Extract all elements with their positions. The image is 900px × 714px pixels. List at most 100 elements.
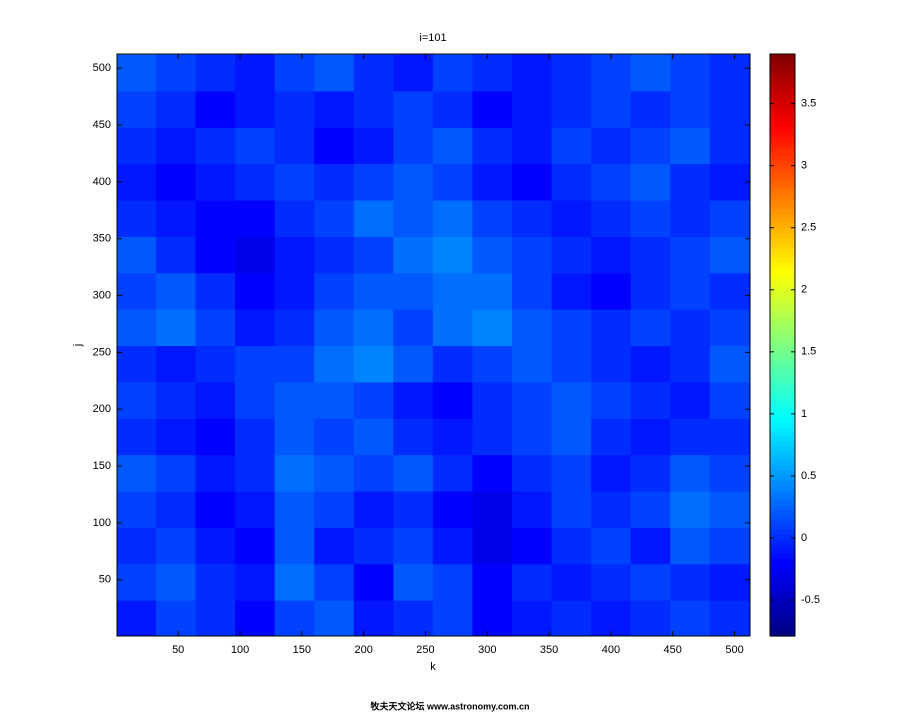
heatmap-cell <box>393 454 434 492</box>
heatmap-cell <box>353 491 394 528</box>
heatmap-cell <box>591 527 632 565</box>
heatmap-cell <box>472 563 513 601</box>
heatmap-cell <box>235 345 276 383</box>
colorbar-segment <box>770 345 795 351</box>
colorbar-segment <box>770 393 795 399</box>
colorbar-segment <box>770 606 795 613</box>
heatmap-cell <box>432 163 473 201</box>
heatmap-cell <box>630 236 671 274</box>
heatmap-cell <box>512 236 553 274</box>
heatmap-cell <box>630 163 671 201</box>
heatmap-cell <box>195 200 236 237</box>
colorbar-segment <box>770 383 795 390</box>
heatmap-cell <box>709 127 750 165</box>
heatmap-cell <box>155 309 197 347</box>
heatmap-cell <box>195 272 236 310</box>
heatmap-cell <box>472 272 513 310</box>
heatmap-cell <box>155 454 197 492</box>
colorbar-segment <box>770 485 795 492</box>
colorbar-segment <box>770 374 795 380</box>
heatmap-cell <box>117 454 157 492</box>
heatmap-cell <box>472 600 513 637</box>
heatmap-cell <box>551 491 592 528</box>
heatmap-cell <box>353 345 394 383</box>
heatmap-cell <box>512 309 553 347</box>
y-tick-label: 450 <box>93 119 111 131</box>
heatmap-cell <box>195 236 236 274</box>
heatmap-cell <box>314 563 355 601</box>
colorbar-segment <box>770 311 795 317</box>
heatmap-cell <box>117 200 157 237</box>
colorbar-tick-label: 1.5 <box>801 346 816 358</box>
heatmap-cell <box>274 163 315 201</box>
heatmap-cell <box>314 454 355 492</box>
colorbar-segment <box>770 563 795 569</box>
heatmap-cell <box>709 454 750 492</box>
y-tick-label: 300 <box>93 289 111 301</box>
colorbar-tick-label: 1 <box>801 408 807 420</box>
heatmap-cell <box>432 200 473 237</box>
colorbar-segment <box>770 131 795 138</box>
colorbar-segment <box>770 267 795 273</box>
heatmap-cell <box>393 381 434 419</box>
heatmap-cell <box>235 600 276 637</box>
heatmap-cell <box>512 163 553 201</box>
heatmap-cell <box>235 90 276 128</box>
heatmap-cell <box>393 163 434 201</box>
colorbar-segment <box>770 126 795 133</box>
heatmap-cell <box>709 491 750 528</box>
heatmap-cell <box>630 272 671 310</box>
heatmap-cell <box>551 236 592 274</box>
heatmap-cell <box>670 345 711 383</box>
heatmap-cell <box>353 163 394 201</box>
colorbar-segment <box>770 112 795 118</box>
colorbar-segment <box>770 529 795 535</box>
heatmap-cell <box>432 90 473 128</box>
heatmap-cell <box>195 54 236 92</box>
colorbar-segment <box>770 257 795 264</box>
y-tick-label: 100 <box>93 517 111 529</box>
heatmap-cell <box>512 54 553 92</box>
heatmap-cell <box>274 345 315 383</box>
colorbar-segment <box>770 437 795 443</box>
heatmap-cell <box>117 527 157 565</box>
colorbar-segment <box>770 180 795 186</box>
colorbar-segment <box>770 403 795 409</box>
heatmap-cell <box>155 381 197 419</box>
colorbar-segment <box>770 121 795 128</box>
colorbar-segment <box>770 408 795 414</box>
colorbar-segment <box>770 446 795 453</box>
heatmap-cell <box>551 600 592 637</box>
heatmap-cell <box>155 272 197 310</box>
colorbar-segment <box>770 417 795 424</box>
heatmap-cell <box>117 54 157 92</box>
x-tick-label: 400 <box>602 644 620 656</box>
heatmap-cell <box>591 163 632 201</box>
heatmap-cell <box>591 381 632 419</box>
heatmap-cell <box>155 600 197 637</box>
heatmap-cell <box>512 345 553 383</box>
heatmap-cell <box>551 454 592 492</box>
colorbar-segment <box>770 534 795 540</box>
heatmap-cell <box>195 600 236 637</box>
heatmap-cell <box>709 563 750 601</box>
heatmap-cell <box>155 90 197 128</box>
colorbar-segment <box>770 301 795 307</box>
heatmap-cell <box>670 600 711 637</box>
colorbar-segment <box>770 412 795 419</box>
heatmap-cell <box>353 272 394 310</box>
heatmap-cell <box>393 127 434 165</box>
colorbar-segment <box>770 349 795 356</box>
colorbar-segment <box>770 335 795 341</box>
heatmap-cell <box>432 345 473 383</box>
heatmap-cell <box>472 345 513 383</box>
colorbar-segment <box>770 78 795 84</box>
heatmap-cell <box>314 236 355 274</box>
watermark: 牧夫天文论坛 www.astronomy.com.cn <box>370 700 529 711</box>
heatmap-cell <box>314 345 355 383</box>
colorbar-segment <box>770 626 795 632</box>
heatmap-cell <box>591 600 632 637</box>
heatmap-cell <box>274 491 315 528</box>
heatmap-cell <box>117 381 157 419</box>
heatmap-cell <box>670 54 711 92</box>
